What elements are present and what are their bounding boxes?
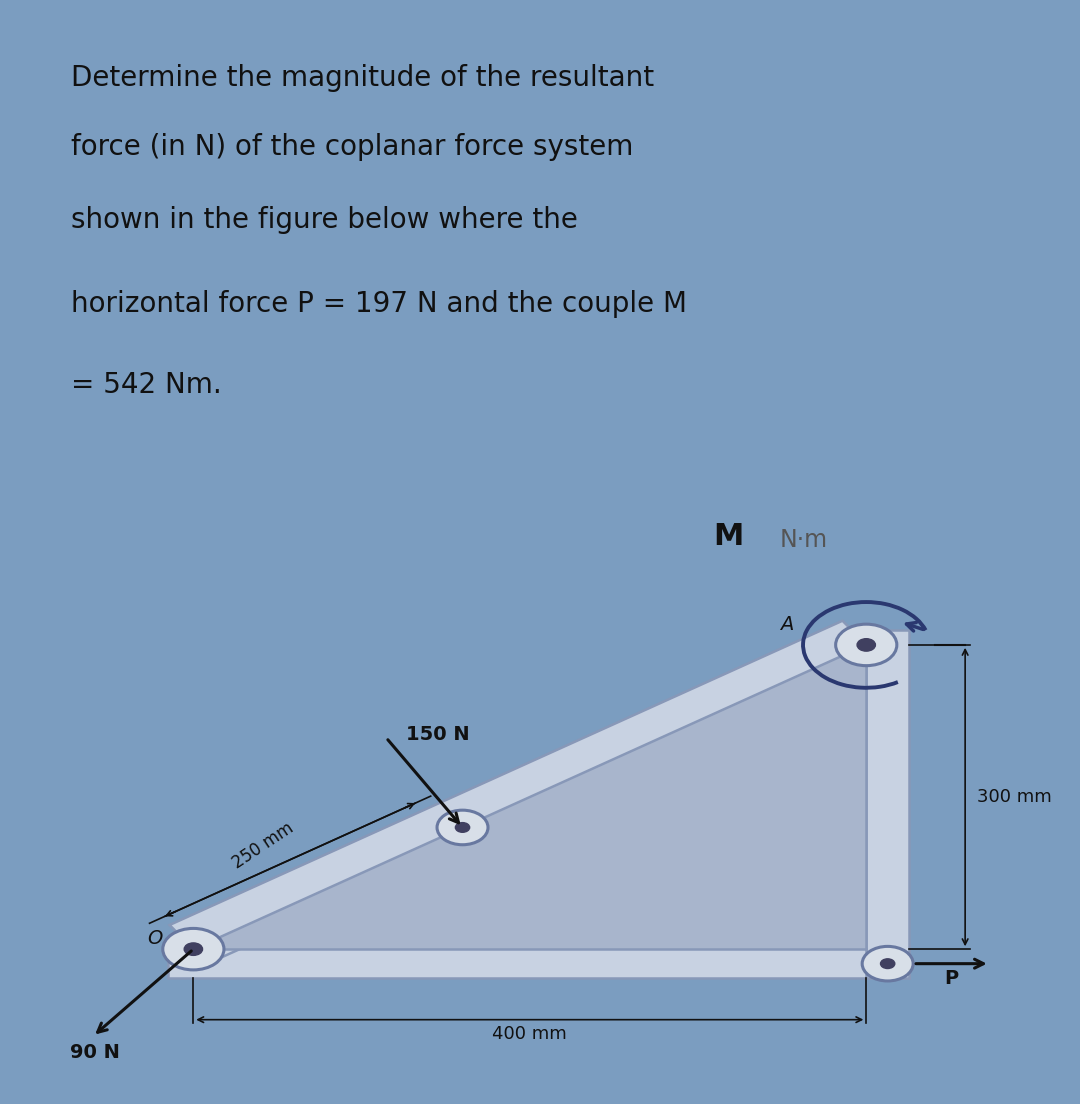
Circle shape xyxy=(836,624,896,666)
Text: M: M xyxy=(713,522,744,551)
Circle shape xyxy=(858,639,876,651)
Circle shape xyxy=(880,959,895,968)
Text: P: P xyxy=(944,969,958,988)
Text: force (in N) of the coplanar force system: force (in N) of the coplanar force syste… xyxy=(71,132,633,161)
Text: horizontal force P = 197 N and the couple M: horizontal force P = 197 N and the coupl… xyxy=(71,290,687,318)
Polygon shape xyxy=(193,645,866,949)
Circle shape xyxy=(437,810,488,845)
Polygon shape xyxy=(170,620,880,964)
Circle shape xyxy=(456,822,470,832)
Text: O: O xyxy=(148,928,163,947)
Text: = 542 Nm.: = 542 Nm. xyxy=(71,371,221,399)
Text: 250 mm: 250 mm xyxy=(229,818,297,872)
Text: A: A xyxy=(780,615,793,634)
Circle shape xyxy=(185,943,203,955)
Text: N·m: N·m xyxy=(780,528,827,552)
Text: 90 N: 90 N xyxy=(70,1043,120,1062)
Circle shape xyxy=(862,946,914,981)
Polygon shape xyxy=(866,630,909,978)
Text: shown in the figure below where the: shown in the figure below where the xyxy=(71,205,578,234)
Text: 300 mm: 300 mm xyxy=(977,788,1052,806)
Text: 150 N: 150 N xyxy=(406,724,470,744)
Text: Determine the magnitude of the resultant: Determine the magnitude of the resultant xyxy=(71,64,654,93)
Circle shape xyxy=(163,928,224,970)
Text: 400 mm: 400 mm xyxy=(492,1025,567,1043)
Polygon shape xyxy=(167,946,909,978)
